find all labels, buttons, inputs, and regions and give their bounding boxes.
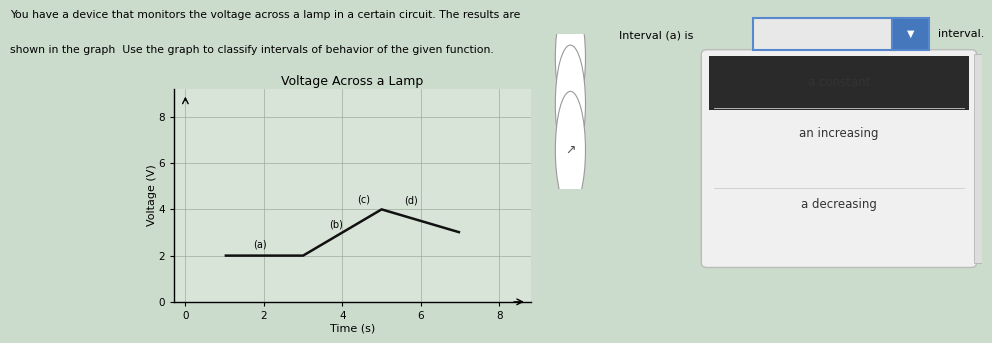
Circle shape (556, 45, 585, 162)
Text: (a): (a) (253, 240, 267, 250)
FancyBboxPatch shape (892, 18, 929, 50)
FancyBboxPatch shape (701, 50, 976, 268)
Text: an increasing: an increasing (800, 127, 879, 140)
Text: shown in the graph  Use the graph to classify intervals of behavior of the given: shown in the graph Use the graph to clas… (10, 45, 494, 55)
Text: ⊖: ⊖ (565, 97, 575, 110)
Circle shape (556, 0, 585, 116)
FancyBboxPatch shape (708, 56, 969, 110)
Text: interval.: interval. (938, 29, 984, 39)
Text: a decreasing: a decreasing (801, 198, 877, 211)
Text: (d): (d) (404, 196, 418, 206)
Text: (b): (b) (329, 219, 343, 229)
Text: Interval (a) is: Interval (a) is (619, 31, 693, 40)
Text: ⊕: ⊕ (565, 51, 575, 64)
FancyBboxPatch shape (974, 54, 986, 263)
Text: You have a device that monitors the voltage across a lamp in a certain circuit. : You have a device that monitors the volt… (10, 10, 520, 20)
Circle shape (556, 92, 585, 209)
Text: ↗: ↗ (565, 144, 575, 156)
Text: (c): (c) (357, 195, 370, 205)
FancyBboxPatch shape (753, 18, 896, 50)
Title: Voltage Across a Lamp: Voltage Across a Lamp (281, 75, 424, 88)
Y-axis label: Voltage (V): Voltage (V) (147, 165, 157, 226)
Text: ▼: ▼ (907, 29, 915, 39)
Text: a constant: a constant (807, 76, 870, 90)
X-axis label: Time (s): Time (s) (329, 324, 375, 334)
